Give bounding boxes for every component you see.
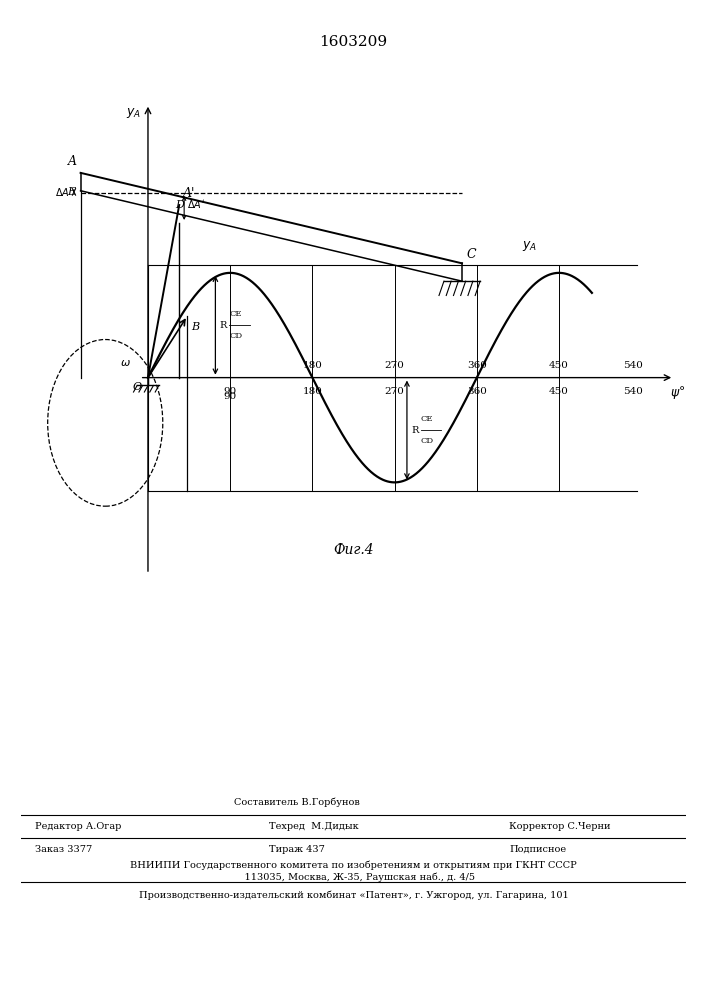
Text: 180: 180	[303, 387, 322, 396]
Text: Производственно-издательский комбинат «Патент», г. Ужгород, ул. Гагарина, 101: Производственно-издательский комбинат «П…	[139, 890, 568, 900]
Text: CD: CD	[421, 437, 434, 445]
Text: Составитель В.Горбунов: Составитель В.Горбунов	[234, 798, 360, 807]
Text: B: B	[191, 322, 199, 332]
Text: 1603209: 1603209	[320, 35, 387, 49]
Text: 270: 270	[385, 387, 404, 396]
Text: 450: 450	[549, 361, 569, 370]
Text: ВНИИПИ Государственного комитета по изобретениям и открытиям при ГКНТ СССР: ВНИИПИ Государственного комитета по изоб…	[130, 860, 577, 869]
Text: R: R	[412, 426, 422, 435]
Text: $\Delta A$: $\Delta A$	[55, 186, 70, 198]
Text: 270: 270	[385, 361, 404, 370]
Text: Тираж 437: Тираж 437	[269, 845, 325, 854]
Text: 360: 360	[467, 387, 486, 396]
Text: O: O	[132, 382, 141, 392]
Text: C: C	[467, 248, 477, 261]
Text: A': A'	[182, 187, 195, 200]
Text: CE: CE	[229, 310, 242, 318]
Text: 113035, Москва, Ж-35, Раушская наб., д. 4/5: 113035, Москва, Ж-35, Раушская наб., д. …	[232, 872, 475, 882]
Text: E: E	[67, 187, 76, 197]
Text: R: R	[221, 321, 230, 330]
Text: Подписное: Подписное	[509, 845, 566, 854]
Text: CD: CD	[229, 332, 243, 340]
Text: Фиг.4: Фиг.4	[333, 543, 374, 557]
Text: $\psi$°: $\psi$°	[670, 384, 685, 401]
Text: 90: 90	[223, 387, 237, 396]
Text: D: D	[175, 200, 185, 210]
Text: $y_A$: $y_A$	[127, 106, 141, 120]
Text: $\Delta A'$: $\Delta A'$	[187, 198, 205, 210]
Text: 540: 540	[623, 361, 643, 370]
Text: Корректор С.Черни: Корректор С.Черни	[509, 822, 611, 831]
Text: 540: 540	[623, 387, 643, 396]
Text: 360: 360	[467, 361, 486, 370]
Text: Заказ 3377: Заказ 3377	[35, 845, 93, 854]
Text: 450: 450	[549, 387, 569, 396]
Text: $\omega$: $\omega$	[119, 358, 130, 368]
Text: 90: 90	[223, 392, 237, 401]
Text: CE: CE	[421, 415, 433, 423]
Text: Редактор А.Огар: Редактор А.Огар	[35, 822, 122, 831]
Text: 180: 180	[303, 361, 322, 370]
Text: A: A	[69, 155, 77, 168]
Text: Техред  М.Дидык: Техред М.Дидык	[269, 822, 358, 831]
Text: $y_A$: $y_A$	[522, 239, 537, 253]
